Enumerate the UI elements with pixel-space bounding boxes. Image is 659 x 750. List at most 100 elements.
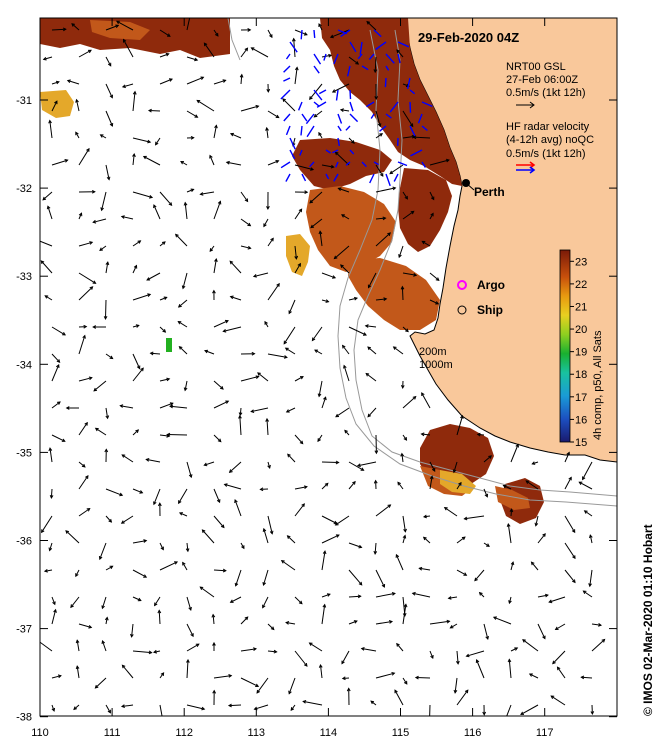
gsl-vector-head xyxy=(101,640,106,644)
gsl-vector xyxy=(78,49,92,58)
gsl-vector-head xyxy=(303,485,308,489)
lat-tick-label: -34 xyxy=(16,359,32,371)
gsl-vector-head xyxy=(282,98,286,102)
gsl-vector xyxy=(342,345,350,355)
gsl-vector-head xyxy=(357,594,362,599)
gsl-vector xyxy=(401,453,404,463)
gsl-vector xyxy=(282,98,296,112)
gsl-vector xyxy=(204,350,215,355)
colorbar-label: 4h comp, p50, All Sats xyxy=(592,330,604,440)
gsl-vector xyxy=(375,298,387,301)
gsl-vector-head xyxy=(46,205,51,210)
gsl-vector xyxy=(294,245,297,259)
gsl-vector-head xyxy=(317,393,322,398)
gsl-vector-head xyxy=(374,96,379,101)
gsl-vector xyxy=(175,234,188,247)
gsl-vector xyxy=(310,218,323,228)
gsl-vector-head xyxy=(98,556,103,561)
gsl-vector xyxy=(240,648,257,652)
gsl-vector xyxy=(294,67,298,85)
hf-vector xyxy=(300,125,303,136)
gsl-vector-head xyxy=(166,377,171,382)
gsl-vector xyxy=(105,407,109,419)
gsl-vector-head xyxy=(554,626,559,631)
gsl-vector xyxy=(402,515,406,532)
gsl-vector xyxy=(184,380,188,391)
gsl-vector xyxy=(159,296,167,301)
gsl-vector-head xyxy=(225,160,230,165)
gsl-vector-head xyxy=(194,114,199,118)
gsl-vector-head xyxy=(286,535,291,539)
gsl-vector xyxy=(95,677,107,689)
gsl-vector xyxy=(146,458,161,463)
gsl-vector-head xyxy=(507,658,512,663)
gsl-vector xyxy=(132,650,152,654)
gsl-vector xyxy=(122,664,134,679)
hf-vector xyxy=(409,125,416,137)
gsl-vector xyxy=(101,596,107,609)
gsl-vector-head xyxy=(287,453,291,458)
gsl-vector-head xyxy=(391,592,396,596)
gsl-vector-head xyxy=(331,89,336,93)
gsl-vector xyxy=(186,76,204,85)
gsl-vector xyxy=(314,349,323,355)
gsl-vector-head xyxy=(310,224,315,229)
gsl-vector xyxy=(234,499,242,517)
gsl-vector-head xyxy=(360,467,365,471)
gsl-vector xyxy=(44,295,53,301)
gsl-vector-head xyxy=(137,597,142,602)
gsl-vector xyxy=(40,260,53,274)
gsl-vector-head xyxy=(266,206,270,211)
gsl-vector-head xyxy=(257,372,261,376)
gsl-vector-head xyxy=(73,706,78,711)
gsl-vector xyxy=(213,400,229,409)
gsl-vector-head xyxy=(267,464,271,470)
gsl-vector xyxy=(212,614,215,625)
gsl-vector xyxy=(589,569,593,587)
gsl-vector-head xyxy=(412,135,417,140)
gsl-vector-head xyxy=(387,504,392,508)
gsl-vector xyxy=(389,164,404,175)
gsl-vector-head xyxy=(582,476,586,481)
gsl-vector xyxy=(257,372,269,382)
gsl-vector xyxy=(240,376,259,382)
gsl-vector-head xyxy=(186,658,190,663)
gsl-vector-head xyxy=(452,469,457,474)
gsl-vector xyxy=(75,132,80,139)
gsl-vector xyxy=(294,503,305,517)
gsl-vector-head xyxy=(542,533,546,537)
gsl-vector-head xyxy=(443,507,448,511)
gsl-vector xyxy=(213,434,222,442)
gsl-vector-head xyxy=(392,186,397,191)
gsl-vector xyxy=(591,639,605,652)
gsl-vector xyxy=(40,240,53,247)
gsl-vector-head xyxy=(153,501,157,506)
gsl-vector xyxy=(343,365,350,382)
gsl-vector xyxy=(450,623,458,629)
gsl-vector-head xyxy=(323,396,327,401)
gsl-vector-head xyxy=(366,20,371,25)
hf-vector xyxy=(337,137,340,147)
gsl-vector-head xyxy=(181,285,186,290)
gsl-vector xyxy=(510,509,513,517)
gsl-vector xyxy=(213,380,224,390)
gsl-vector-head xyxy=(318,23,322,28)
gsl-vector-head xyxy=(355,61,360,65)
gsl-vector xyxy=(121,454,134,463)
gsl-vector-head xyxy=(119,492,124,497)
gsl-vector-head xyxy=(343,364,347,369)
gsl-vector-head xyxy=(105,261,110,266)
gsl-vector xyxy=(429,476,433,490)
hf-vector xyxy=(366,101,375,108)
gsl-vector xyxy=(131,623,134,637)
hf-vector xyxy=(289,137,296,150)
hf-vector xyxy=(410,149,423,157)
gsl-vector xyxy=(121,216,134,220)
gsl-vector xyxy=(105,56,112,67)
gsl-vector-head xyxy=(146,277,151,281)
gsl-vector-head xyxy=(49,494,54,499)
gsl-vector-head xyxy=(314,349,318,353)
gsl-vector-head xyxy=(143,574,148,578)
gsl-vector-head xyxy=(166,33,171,37)
gsl-vector-head xyxy=(341,344,346,349)
